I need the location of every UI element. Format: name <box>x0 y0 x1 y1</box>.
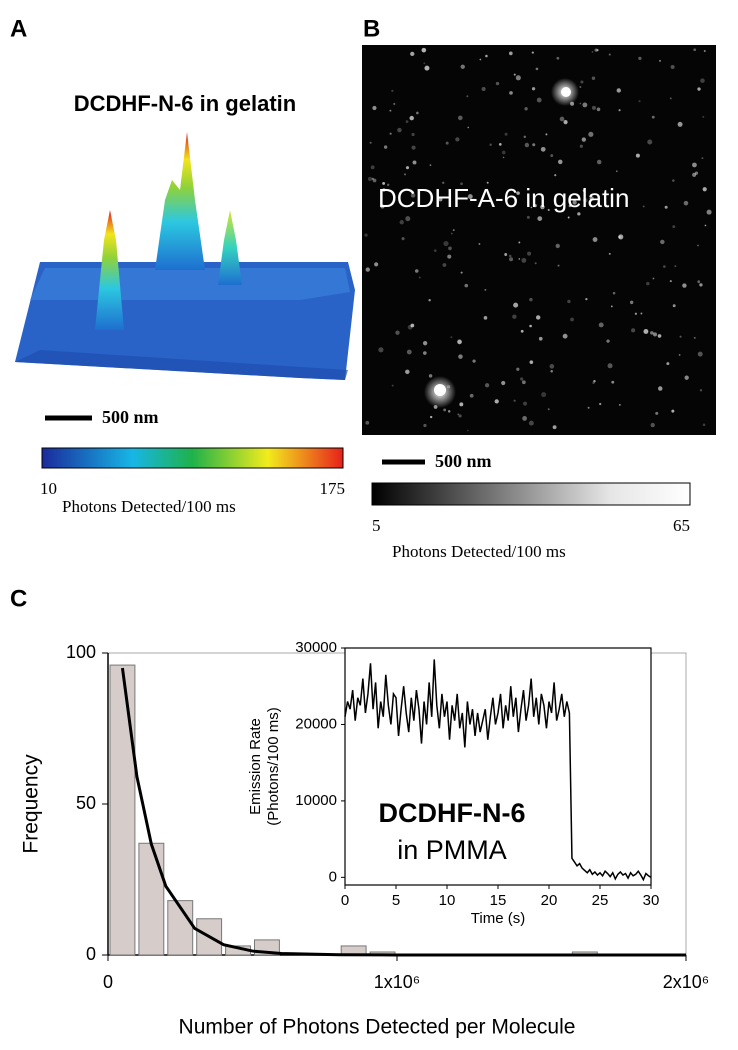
scale-bar-label: 500 nm <box>102 407 159 427</box>
y-axis-label: (Photons/100 ms) <box>265 707 282 825</box>
trace <box>344 659 652 882</box>
x-axis-label: Number of Photons Detected per Molecule <box>179 1016 576 1039</box>
panel-label: C <box>10 585 27 612</box>
x-tick-label: 25 <box>592 892 609 909</box>
panel-label: B <box>363 15 380 42</box>
y-tick-label: 0 <box>86 944 96 964</box>
x-axis-label: Time (s) <box>471 910 525 927</box>
x-tick-label: 2x10⁶ <box>663 972 709 992</box>
scale-bar-label: 500 nm <box>435 451 492 471</box>
colorbar-max: 175 <box>320 479 346 498</box>
x-tick-label: 5 <box>392 892 400 909</box>
y-tick-label: 50 <box>76 793 96 813</box>
inset-frame <box>344 647 652 886</box>
panel-title: DCDHF-A-6 in gelatin <box>378 183 629 213</box>
x-tick-label: 10 <box>439 892 456 909</box>
y-tick-label: 10000 <box>295 792 337 809</box>
annotation: DCDHF-N-6 <box>379 798 526 828</box>
bar <box>138 842 165 956</box>
micrograph <box>362 45 716 435</box>
surface-plot <box>15 132 355 380</box>
colorbar <box>371 482 691 506</box>
colorbar-min: 5 <box>372 516 381 535</box>
bar <box>109 664 136 956</box>
y-tick-label: 20000 <box>295 715 337 732</box>
annotation: in PMMA <box>397 835 507 865</box>
y-axis-label: Emission Rate <box>247 718 264 815</box>
colorbar-label: Photons Detected/100 ms <box>392 542 566 561</box>
y-axis-label: Frequency <box>20 754 43 854</box>
panel-label: A <box>10 15 27 42</box>
colorbar-label: Photons Detected/100 ms <box>62 497 236 516</box>
y-tick-label: 100 <box>66 642 96 662</box>
x-tick-label: 1x10⁶ <box>374 972 420 992</box>
y-tick-label: 30000 <box>295 639 337 656</box>
panel-title: DCDHF-N-6 in gelatin <box>74 91 296 116</box>
x-tick-label: 0 <box>103 972 113 992</box>
x-tick-label: 30 <box>643 892 660 909</box>
colorbar <box>41 447 344 469</box>
x-tick-label: 0 <box>341 892 349 909</box>
colorbar-max: 65 <box>673 516 690 535</box>
fit-curve <box>120 667 686 957</box>
colorbar-min: 10 <box>40 479 57 498</box>
y-tick-label: 0 <box>329 868 337 885</box>
x-tick-label: 20 <box>541 892 558 909</box>
micrograph-spots <box>364 47 712 432</box>
x-tick-label: 15 <box>490 892 507 909</box>
